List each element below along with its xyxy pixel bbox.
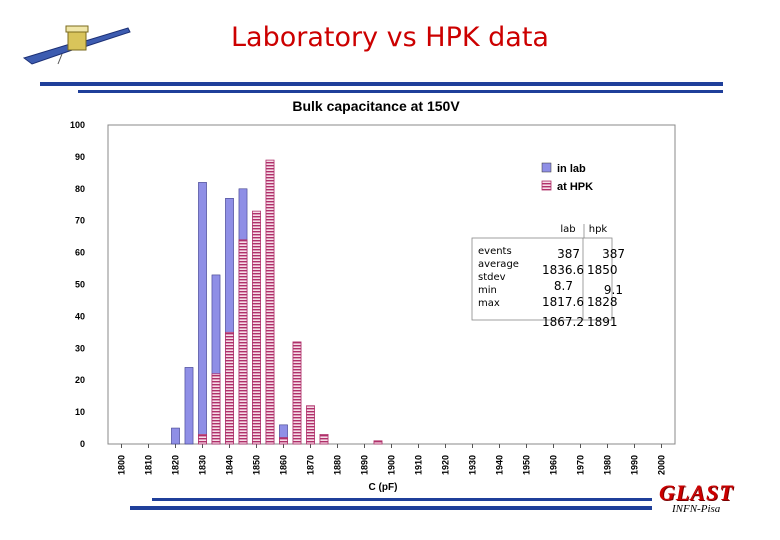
x-tick-label: 1910 [414, 455, 424, 475]
stats-label: average [478, 259, 519, 270]
x-tick-label: 1940 [495, 455, 505, 475]
stats-hpk-stdev: 9.1 [604, 283, 623, 297]
stats-lab-stdev: 8.7 [554, 279, 573, 293]
x-tick-label: 1800 [117, 455, 127, 475]
x-tick-label: 1890 [360, 455, 370, 475]
bar-in-lab [184, 367, 194, 445]
header-rule-secondary [78, 90, 723, 93]
legend-label-in-lab: in lab [557, 163, 586, 175]
stats-lab-average: 1836.6 [542, 263, 584, 277]
y-tick-label: 0 [80, 439, 85, 449]
stats-lab-max: 1867.2 [542, 315, 584, 329]
y-tick-label: 30 [75, 343, 85, 353]
bars [171, 159, 383, 445]
bar-at-hpk [252, 210, 261, 445]
x-tick-label: 1960 [549, 455, 559, 475]
x-axis: 1800 1810 1820 1830 1840 1850 1860 1870 1880 1890… [117, 444, 667, 475]
header-rule [40, 82, 723, 86]
bar-at-hpk [238, 239, 248, 445]
stats-label: events [478, 246, 512, 257]
y-tick-label: 10 [75, 407, 85, 417]
x-tick-label: 1970 [576, 455, 586, 475]
bar-at-hpk [279, 437, 288, 445]
slide-title: Laboratory vs HPK data [231, 22, 549, 53]
legend-label-at-hpk: at HPK [557, 181, 593, 193]
footer-rule-secondary [130, 506, 652, 510]
stats-label: stdev [478, 272, 506, 283]
footer-rule [152, 498, 652, 501]
bar-in-lab [171, 427, 180, 445]
chart-title: Bulk capacitance at 150V [292, 98, 460, 114]
bar-at-hpk [211, 373, 221, 445]
x-tick-label: 1930 [468, 455, 478, 475]
x-tick-label: 1870 [306, 455, 316, 475]
satellite-logo-icon [22, 25, 131, 65]
x-tick-label: 2000 [657, 455, 667, 475]
legend: in lab at HPK [541, 162, 593, 193]
x-tick-label: 1830 [198, 455, 208, 475]
x-tick-label: 1820 [171, 455, 181, 475]
bar-at-hpk [198, 434, 207, 445]
stats-label: max [478, 298, 500, 309]
bar-at-hpk [373, 440, 383, 445]
x-axis-label: C (pF) [369, 482, 398, 493]
y-tick-label: 50 [75, 280, 85, 290]
stats-lab-events: 387 [557, 247, 580, 261]
y-tick-label: 60 [75, 248, 85, 258]
stats-label: min [478, 285, 497, 296]
x-tick-label: 1850 [252, 455, 262, 475]
x-tick-label: 1860 [279, 455, 289, 475]
y-tick-label: 20 [75, 375, 85, 385]
x-tick-label: 1980 [603, 455, 613, 475]
bar-in-lab [198, 182, 207, 445]
stats-hpk-events: 387 [602, 247, 625, 261]
y-tick-label: 90 [75, 152, 85, 162]
stats-col-lab: lab [560, 224, 575, 235]
y-tick-label: 70 [75, 216, 85, 226]
x-tick-label: 1840 [225, 455, 235, 475]
y-axis: 0 10 20 30 40 50 60 70 80 90 100 [70, 120, 85, 449]
stats-hpk-max: 1891 [587, 315, 618, 329]
x-tick-label: 1990 [630, 455, 640, 475]
stats-lab-min: 1817.6 [542, 295, 584, 309]
glast-logo: GLAST [659, 480, 734, 505]
bar-at-hpk [225, 331, 234, 445]
bar-at-hpk [265, 159, 275, 445]
bar-at-hpk [319, 434, 329, 445]
x-tick-label: 1920 [441, 455, 451, 475]
stats-col-hpk: hpk [589, 224, 608, 235]
legend-swatch-at-hpk [541, 180, 552, 191]
infn-pisa-label: INFN-Pisa [672, 503, 721, 515]
stats-hpk-average: 1850 [587, 263, 618, 277]
statistics-table: lab hpk events average stdev min max 387… [471, 224, 625, 329]
y-tick-label: 100 [70, 120, 85, 130]
x-tick-label: 1880 [333, 455, 343, 475]
x-tick-label: 1950 [522, 455, 532, 475]
x-tick-label: 1810 [144, 455, 154, 475]
stats-hpk-min: 1828 [587, 295, 618, 309]
x-tick-label: 1900 [387, 455, 397, 475]
bar-at-hpk [292, 341, 302, 445]
legend-swatch-in-lab [541, 162, 552, 173]
y-tick-label: 40 [75, 311, 85, 321]
bar-at-hpk [306, 405, 315, 445]
y-tick-label: 80 [75, 184, 85, 194]
